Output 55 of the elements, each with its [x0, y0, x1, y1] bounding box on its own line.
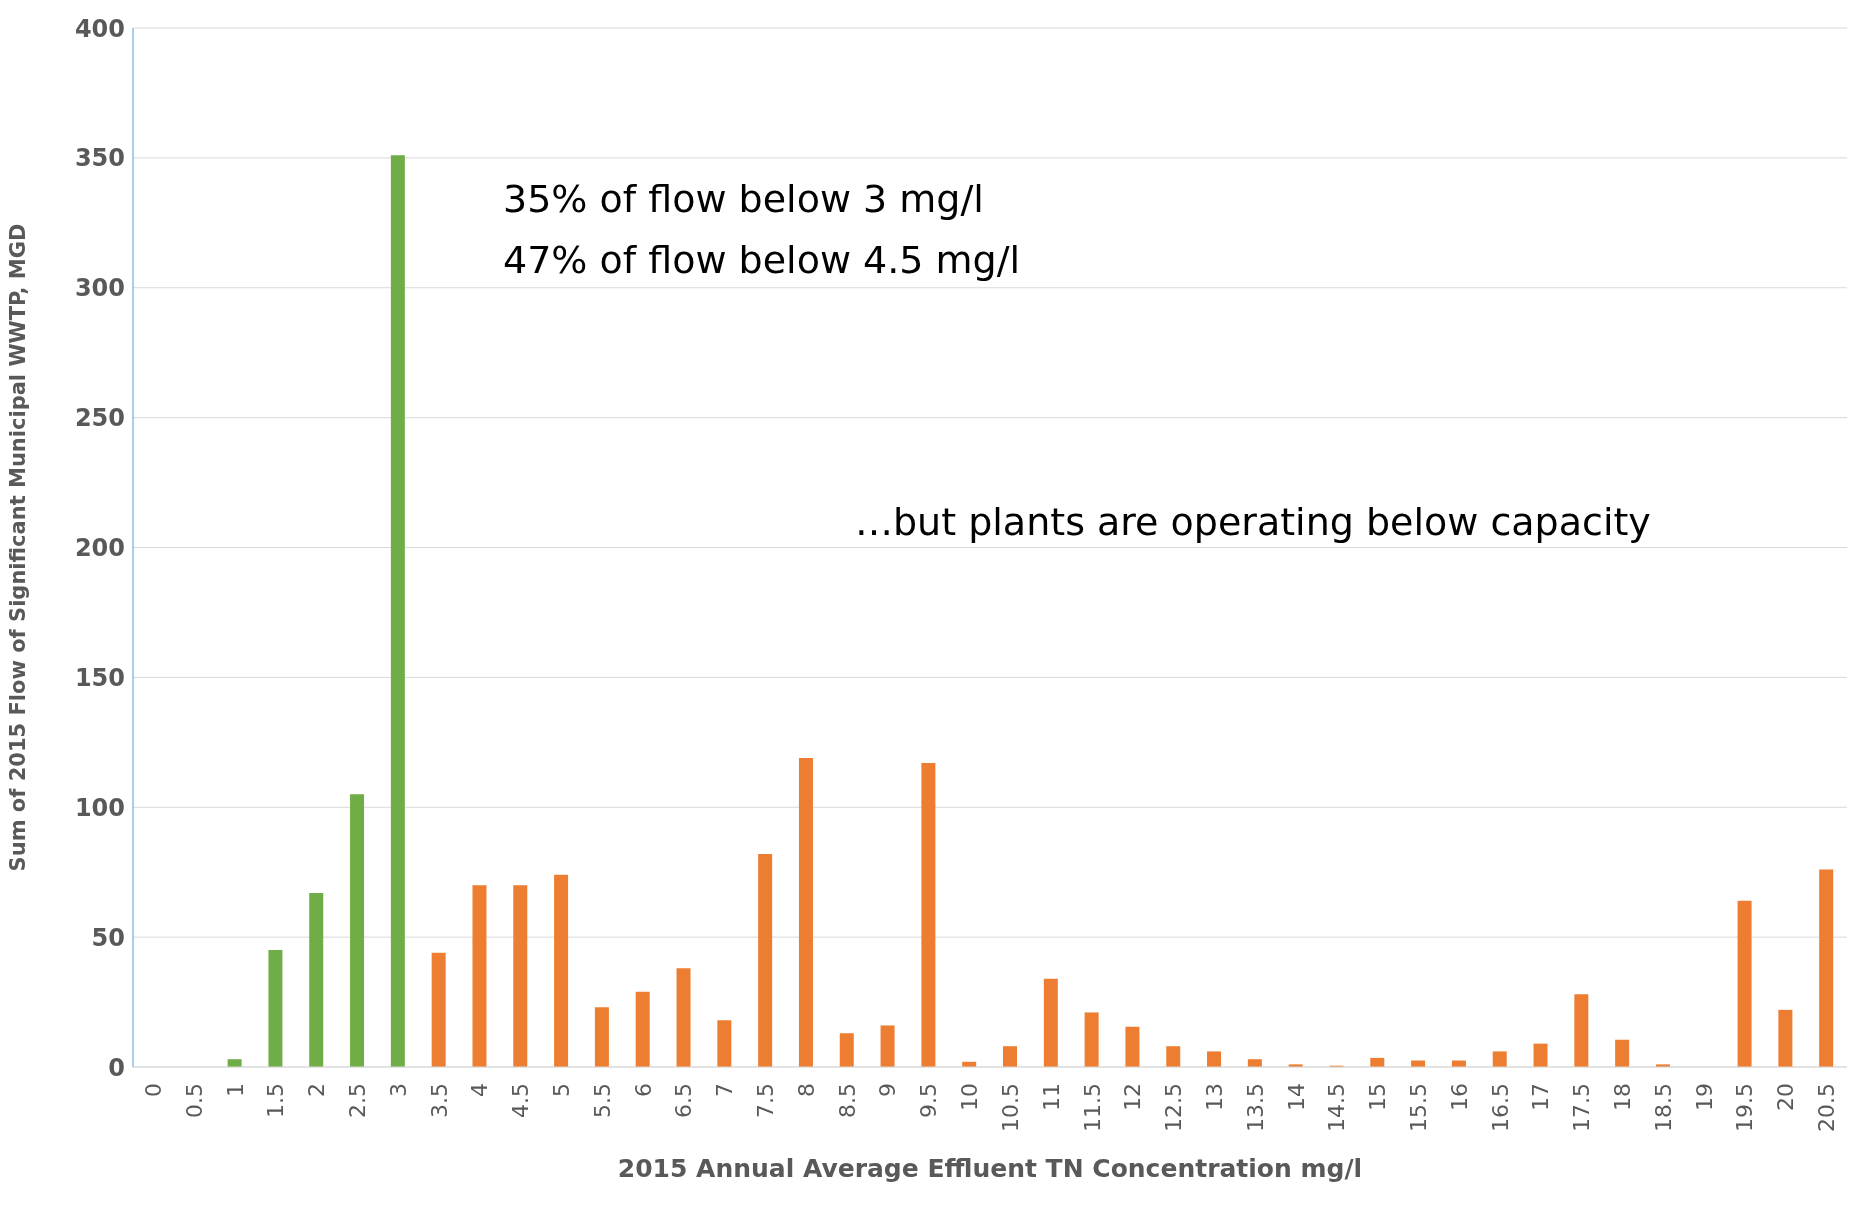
x-tick-label: 3 — [385, 1083, 411, 1097]
y-tick-label: 350 — [74, 144, 125, 173]
x-tick-label: 17 — [1528, 1083, 1554, 1111]
x-tick-label: 10.5 — [997, 1083, 1023, 1132]
x-tick-label: 12.5 — [1161, 1083, 1187, 1132]
x-tick-label: 13.5 — [1242, 1083, 1268, 1132]
annotation: …but plants are operating below capacity — [855, 500, 1651, 544]
x-tick-label: 11.5 — [1079, 1083, 1105, 1132]
x-tick-label: 10 — [957, 1083, 983, 1111]
x-tick-label: 12 — [1120, 1083, 1146, 1111]
x-tick-label: 8.5 — [834, 1083, 860, 1118]
x-tick-label: 15 — [1365, 1083, 1391, 1111]
x-tick-label: 13 — [1201, 1083, 1227, 1111]
x-tick-label: 2 — [304, 1083, 330, 1097]
x-tick-label: 1 — [222, 1083, 248, 1097]
x-tick-label: 9 — [875, 1083, 901, 1097]
x-tick-label: 6.5 — [671, 1083, 697, 1118]
x-tick-label: 14.5 — [1324, 1083, 1350, 1132]
x-tick-label: 4.5 — [508, 1083, 534, 1118]
x-tick-label: 4 — [467, 1083, 493, 1097]
x-tick-label: 0.5 — [181, 1083, 207, 1118]
x-tick-label: 19 — [1691, 1083, 1717, 1111]
x-tick-label: 16.5 — [1487, 1083, 1513, 1132]
x-tick-label: 18.5 — [1650, 1083, 1676, 1132]
annotation: 35% of flow below 3 mg/l — [503, 177, 984, 221]
x-tick-label: 5 — [549, 1083, 574, 1097]
x-tick-label: 15.5 — [1406, 1083, 1431, 1132]
x-tick-label: 20 — [1773, 1083, 1799, 1111]
x-tick-label: 16 — [1446, 1083, 1472, 1111]
x-axis-title: 2015 Annual Average Effluent TN Concentration mg/l — [617, 1154, 1363, 1183]
x-tick-label: 0 — [140, 1083, 166, 1097]
x-tick-label: 5.5 — [589, 1083, 615, 1118]
y-tick-label: 150 — [74, 663, 125, 692]
annotation: 47% of flow below 4.5 mg/l — [503, 238, 1021, 282]
x-tick-label: 6 — [630, 1083, 656, 1097]
y-tick-label: 250 — [74, 404, 125, 433]
y-axis-title: Sum of 2015 Flow of Significant Municipal WWTP, MGD — [6, 223, 31, 872]
x-tick-label: 8 — [793, 1083, 819, 1097]
y-tick-label: 50 — [91, 923, 125, 952]
x-tick-label: 20.5 — [1814, 1083, 1840, 1132]
y-tick-label: 100 — [74, 793, 125, 822]
x-tick-label: 17.5 — [1569, 1083, 1595, 1132]
x-tick-label: 9.5 — [916, 1083, 942, 1118]
x-tick-label: 2.5 — [344, 1083, 370, 1118]
x-tick-label: 1.5 — [263, 1083, 289, 1118]
x-tick-label: 3.5 — [426, 1083, 452, 1118]
x-tick-label: 14 — [1283, 1083, 1309, 1111]
x-tick-label: 11 — [1038, 1083, 1064, 1111]
x-tick-label: 19.5 — [1732, 1083, 1758, 1132]
x-tick-label: 7 — [712, 1083, 738, 1097]
y-tick-label: 200 — [74, 534, 125, 563]
y-tick-label: 300 — [74, 274, 125, 303]
x-tick-label: 18 — [1610, 1083, 1636, 1111]
x-tick-label: 7.5 — [753, 1083, 779, 1118]
y-tick-label: 400 — [74, 14, 125, 43]
